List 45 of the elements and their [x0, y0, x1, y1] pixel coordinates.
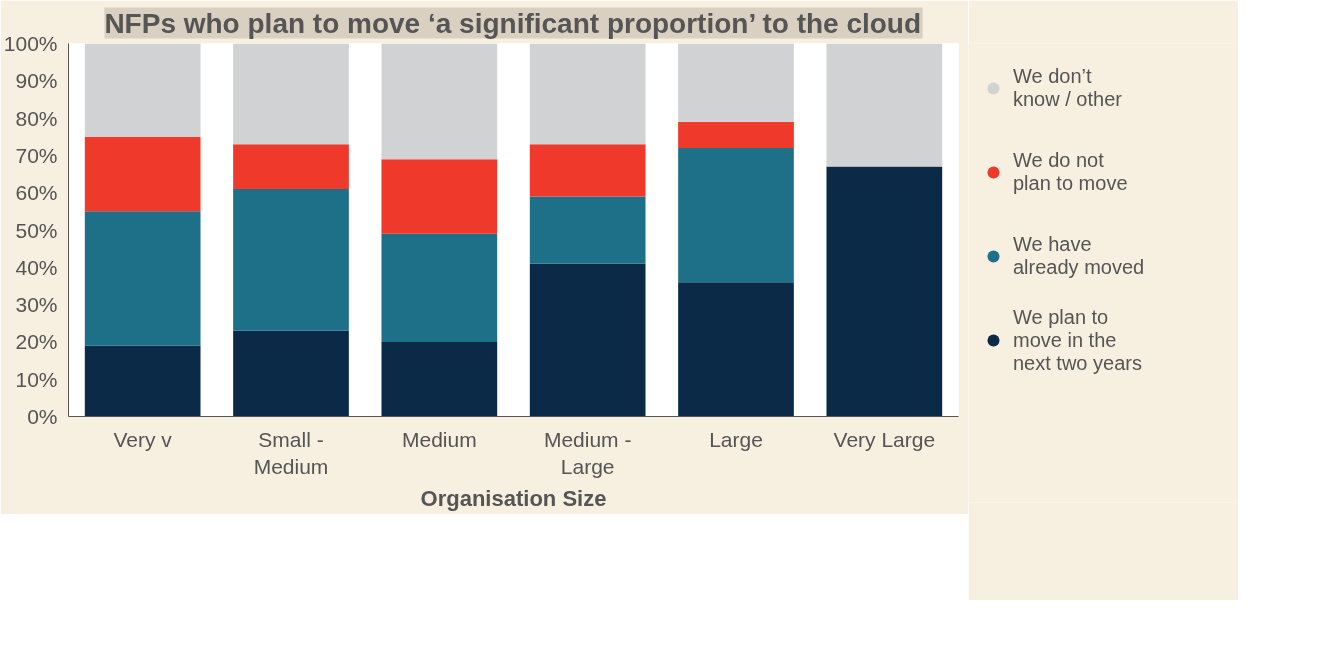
y-tick-label: 20%	[15, 330, 58, 354]
y-tick-label: 100%	[3, 32, 58, 55]
legend-label: We do not plan to move	[1013, 148, 1128, 196]
x-tick-label: Large	[709, 427, 763, 451]
chart-title: NFPs who plan to move ‘a significant proportion’ to the cloud	[104, 7, 922, 39]
y-tick-label: 0%	[27, 405, 58, 428]
bar	[529, 144, 646, 197]
bar	[529, 43, 646, 145]
legend-label: We don’t know / other	[1013, 64, 1122, 112]
x-tick-label: Medium - Large	[543, 427, 632, 479]
bar	[381, 341, 498, 417]
y-tick-label: 30%	[15, 293, 58, 317]
y-tick-label: 70%	[15, 143, 58, 167]
bar	[529, 196, 646, 264]
y-tick-label: 80%	[15, 106, 58, 130]
x-tick-label: Small - Medium	[253, 427, 329, 479]
x-tick-label: Medium	[401, 427, 477, 451]
bar	[233, 330, 349, 417]
bar	[233, 188, 349, 331]
x-tick-label: Very v	[113, 427, 173, 451]
y-tick-label: 90%	[15, 69, 58, 93]
y-tick-label: 40%	[15, 255, 58, 279]
y-tick-label: 50%	[15, 218, 58, 242]
bar	[84, 136, 201, 212]
y-tick-label: 10%	[15, 367, 58, 391]
bar	[381, 233, 498, 342]
bar	[84, 345, 201, 417]
legend-label: We have already moved	[1013, 232, 1145, 280]
x-tick-label: Very Large	[833, 427, 936, 451]
bar	[381, 43, 498, 160]
bar	[84, 211, 201, 346]
bar	[381, 159, 498, 234]
bar	[233, 43, 349, 145]
bar	[233, 144, 349, 189]
legend-label: We plan to move in the next two years	[1013, 305, 1142, 375]
bar	[678, 43, 794, 122]
bar	[678, 282, 794, 417]
bar	[84, 43, 201, 137]
x-axis-title: Organisation Size	[420, 486, 607, 512]
bar	[826, 43, 943, 167]
bar	[678, 147, 794, 283]
bar	[826, 166, 943, 417]
bar	[678, 121, 794, 148]
bar	[529, 263, 646, 417]
y-tick-label: 60%	[15, 181, 58, 205]
